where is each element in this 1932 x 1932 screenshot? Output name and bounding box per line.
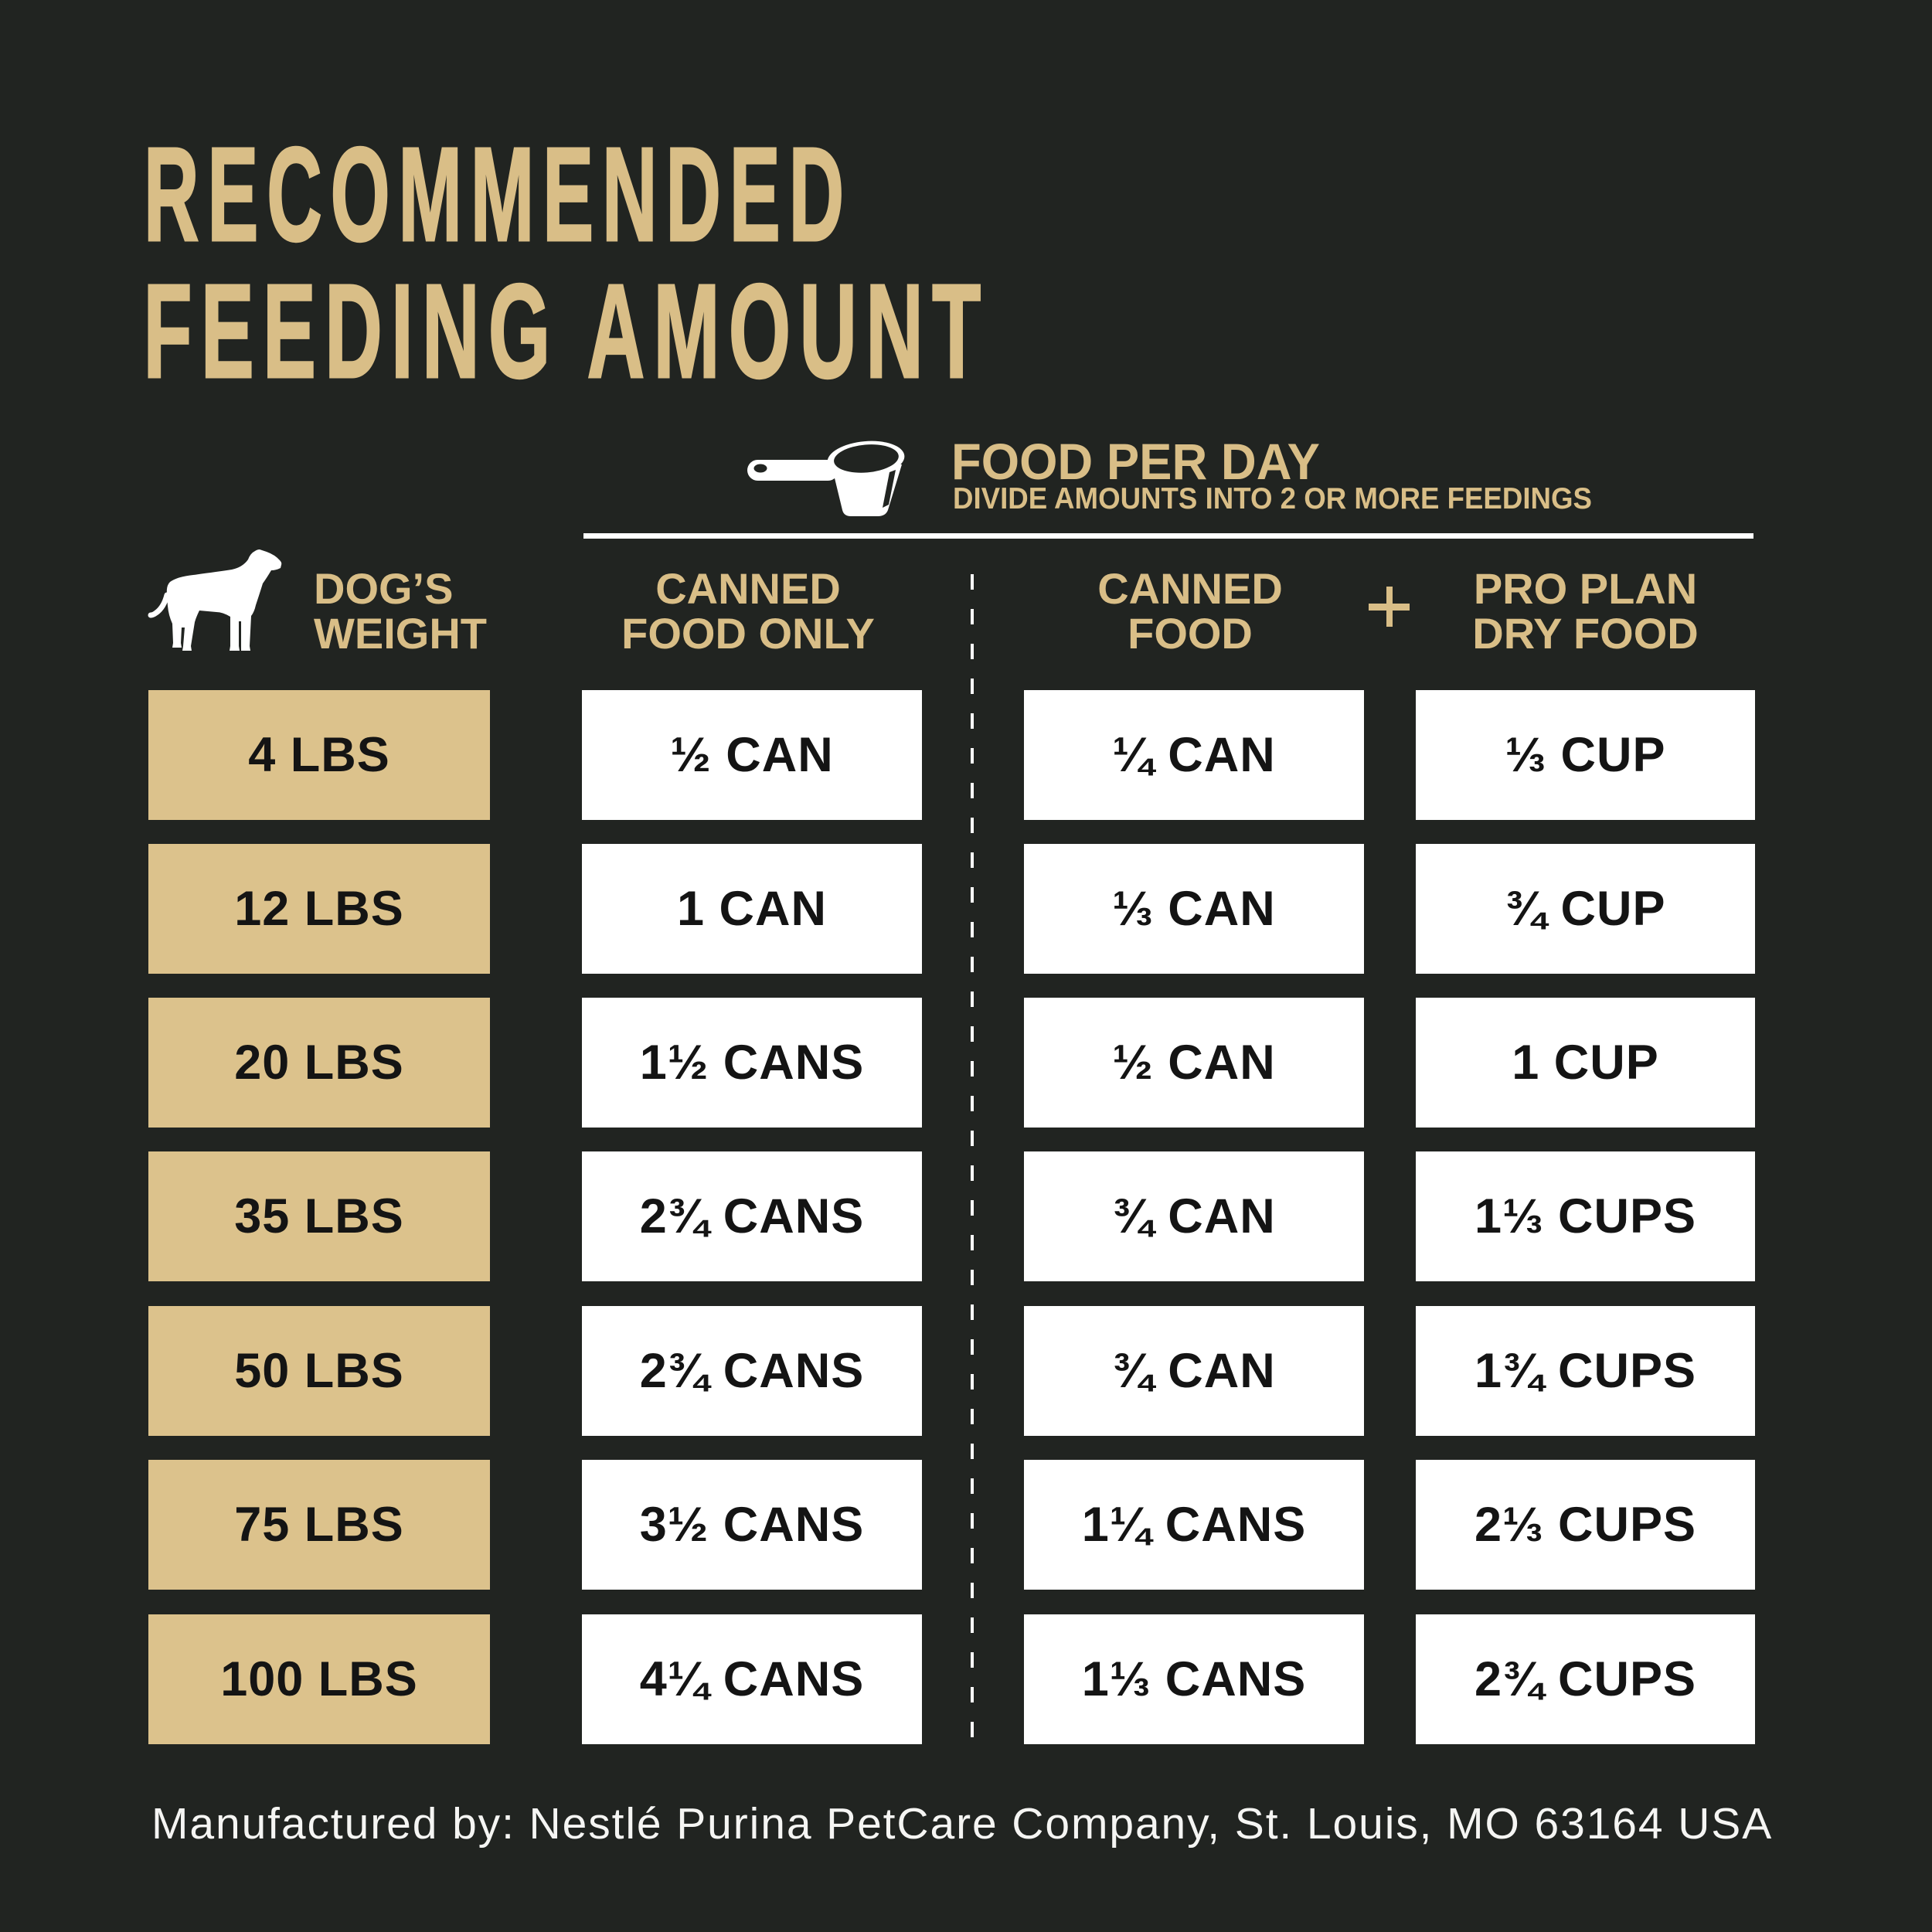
svg-text:FEEDING AMOUNT: FEEDING AMOUNT [144,256,990,406]
svg-text:FOOD PER DAY: FOOD PER DAY [951,433,1320,490]
svg-text:DIVIDE AMOUNTS INTO 2 OR MORE: DIVIDE AMOUNTS INTO 2 OR MORE FEEDINGS [953,482,1592,515]
svg-text:RECOMMENDED: RECOMMENDED [144,119,852,269]
